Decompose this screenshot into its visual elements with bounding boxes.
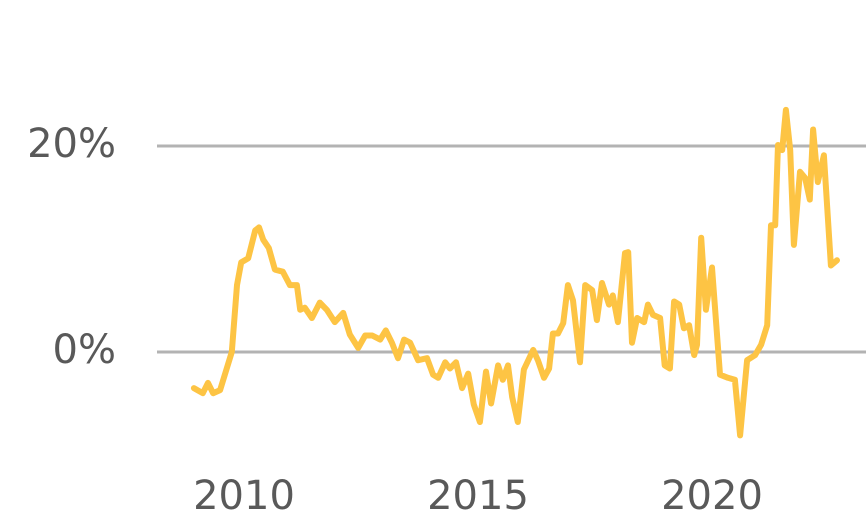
x-tick-label: 2010 bbox=[193, 473, 295, 519]
y-tick-label: 0% bbox=[53, 327, 116, 373]
y-tick-label: 20% bbox=[27, 121, 116, 167]
data-line bbox=[190, 106, 840, 439]
x-tick-label: 2020 bbox=[661, 473, 763, 519]
x-tick-label: 2015 bbox=[427, 473, 529, 519]
